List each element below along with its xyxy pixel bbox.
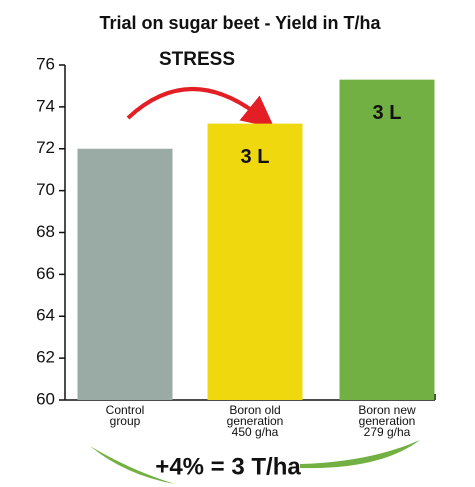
- bar: [77, 148, 173, 400]
- y-tick-label: 62: [36, 348, 55, 367]
- x-tick-label: Boron old: [229, 403, 280, 417]
- y-tick-label: 76: [36, 54, 55, 73]
- y-tick-label: 68: [36, 222, 55, 241]
- bar: [339, 79, 435, 400]
- x-tick-label: generation: [227, 414, 284, 428]
- y-tick-label: 74: [36, 96, 55, 115]
- stress-arrow: [126, 87, 275, 129]
- y-tick-label: 66: [36, 264, 55, 283]
- swoosh: [300, 440, 420, 469]
- annotation: STRESS: [159, 49, 235, 70]
- bar: [207, 123, 303, 400]
- x-tick-label: 450 g/ha: [232, 425, 279, 439]
- y-tick-label: 72: [36, 138, 55, 157]
- x-tick-label: 279 g/ha: [364, 425, 411, 439]
- x-tick-label: Boron new: [358, 403, 416, 417]
- x-tick-label: group: [110, 414, 141, 428]
- chart-title: Trial on sugar beet - Yield in T/ha: [99, 13, 381, 33]
- y-tick-label: 64: [36, 306, 55, 325]
- x-tick-label: Control: [106, 403, 145, 417]
- bar-label: 3 L: [241, 146, 270, 168]
- x-tick-label: generation: [359, 414, 416, 428]
- y-tick-label: 70: [36, 180, 55, 199]
- bar-label: 3 L: [373, 102, 402, 124]
- annotation: +4% = 3 T/ha: [155, 453, 301, 480]
- y-tick-label: 60: [36, 389, 55, 408]
